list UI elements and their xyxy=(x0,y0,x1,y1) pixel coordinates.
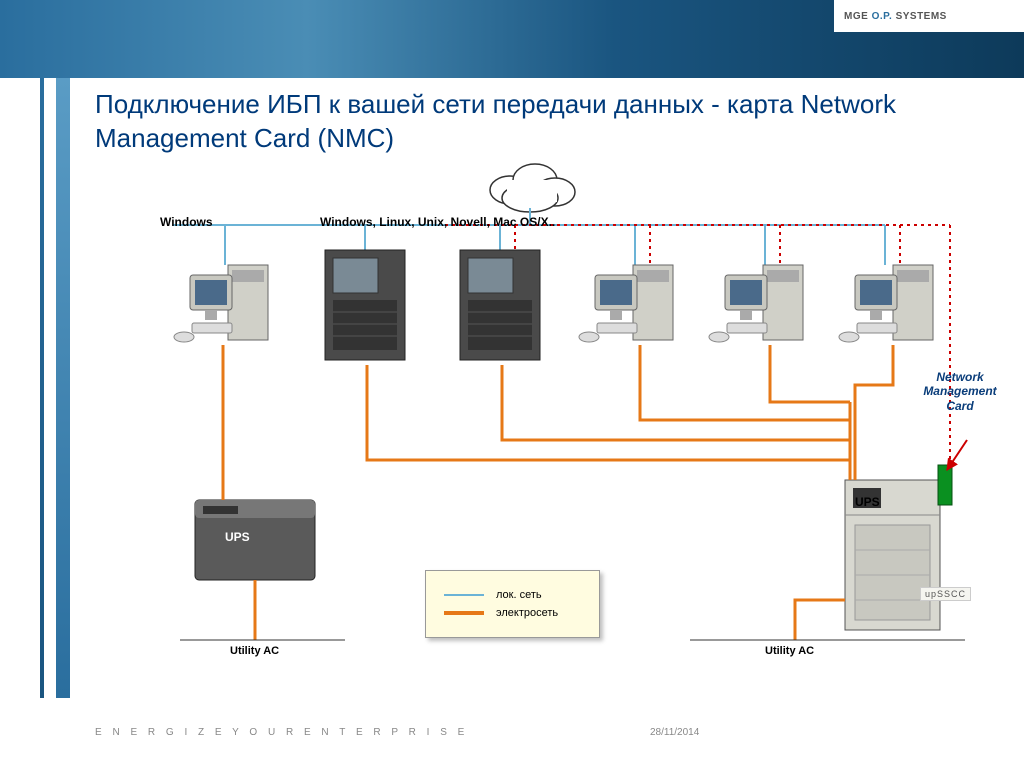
header-banner: MGE O.P. SYSTEMS xyxy=(0,0,1024,78)
label-nmc: Network Management Card xyxy=(915,370,1005,413)
legend-lan-label: лок. сеть xyxy=(496,589,542,601)
workstation-icon xyxy=(579,265,673,342)
label-upsscc: upSSCC xyxy=(920,587,971,601)
label-ups2: UPS xyxy=(855,495,880,509)
slide-title: Подключение ИБП к вашей сети передачи да… xyxy=(95,88,915,156)
network-diagram: Windows Windows, Linux, Unix, Novell, Ma… xyxy=(95,150,985,700)
logo-container: MGE O.P. SYSTEMS xyxy=(834,0,1024,32)
legend-power-label: электросеть xyxy=(496,607,558,619)
label-windows: Windows xyxy=(160,215,213,229)
label-multi-os: Windows, Linux, Unix, Novell, Mac OS/X.. xyxy=(320,215,555,229)
server-rack-icon xyxy=(325,250,405,360)
footer-tagline: E N E R G I Z E Y O U R E N T E R P R I … xyxy=(95,727,985,738)
legend-lan-swatch xyxy=(444,594,484,596)
legend-power: электросеть xyxy=(444,607,581,619)
server-rack-icon xyxy=(460,250,540,360)
nmc-card-icon xyxy=(938,465,952,505)
decor-stripe-1 xyxy=(40,78,44,698)
workstation-icon xyxy=(174,265,268,342)
label-ups1: UPS xyxy=(225,530,250,544)
logo-text: MGE O.P. SYSTEMS xyxy=(844,11,947,22)
label-utility-ac-2: Utility AC xyxy=(765,645,814,657)
workstation-icon xyxy=(709,265,803,342)
label-utility-ac-1: Utility AC xyxy=(230,645,279,657)
footer-date: 28/11/2014 xyxy=(650,727,699,738)
ups-small-icon xyxy=(195,500,315,580)
cloud-icon xyxy=(490,164,575,212)
legend-lan: лок. сеть xyxy=(444,589,581,601)
decor-stripe-2 xyxy=(56,78,70,698)
legend-box: лок. сеть электросеть xyxy=(425,570,600,638)
legend-power-swatch xyxy=(444,611,484,615)
workstation-icon xyxy=(839,265,933,342)
